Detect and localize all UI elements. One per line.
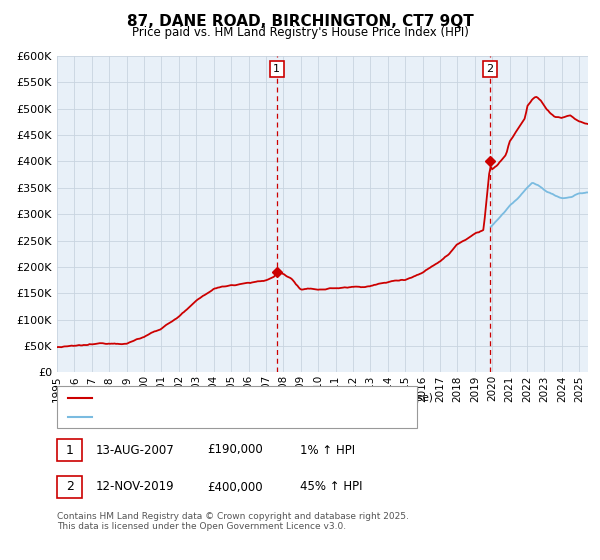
Text: 87, DANE ROAD, BIRCHINGTON, CT7 9QT (semi-detached house): 87, DANE ROAD, BIRCHINGTON, CT7 9QT (sem…: [96, 393, 433, 403]
Text: Contains HM Land Registry data © Crown copyright and database right 2025.
This d: Contains HM Land Registry data © Crown c…: [57, 512, 409, 531]
Text: 87, DANE ROAD, BIRCHINGTON, CT7 9QT: 87, DANE ROAD, BIRCHINGTON, CT7 9QT: [127, 14, 473, 29]
Text: 1: 1: [65, 444, 74, 456]
Text: 12-NOV-2019: 12-NOV-2019: [96, 480, 175, 493]
Text: £190,000: £190,000: [207, 444, 263, 456]
Text: HPI: Average price, semi-detached house, Thanet: HPI: Average price, semi-detached house,…: [96, 412, 354, 422]
Text: 2: 2: [65, 480, 74, 493]
Text: £400,000: £400,000: [207, 480, 263, 493]
Text: 2: 2: [487, 64, 494, 74]
Text: 45% ↑ HPI: 45% ↑ HPI: [300, 480, 362, 493]
Text: Price paid vs. HM Land Registry's House Price Index (HPI): Price paid vs. HM Land Registry's House …: [131, 26, 469, 39]
Text: 1: 1: [273, 64, 280, 74]
Text: 13-AUG-2007: 13-AUG-2007: [96, 444, 175, 456]
Text: 1% ↑ HPI: 1% ↑ HPI: [300, 444, 355, 456]
